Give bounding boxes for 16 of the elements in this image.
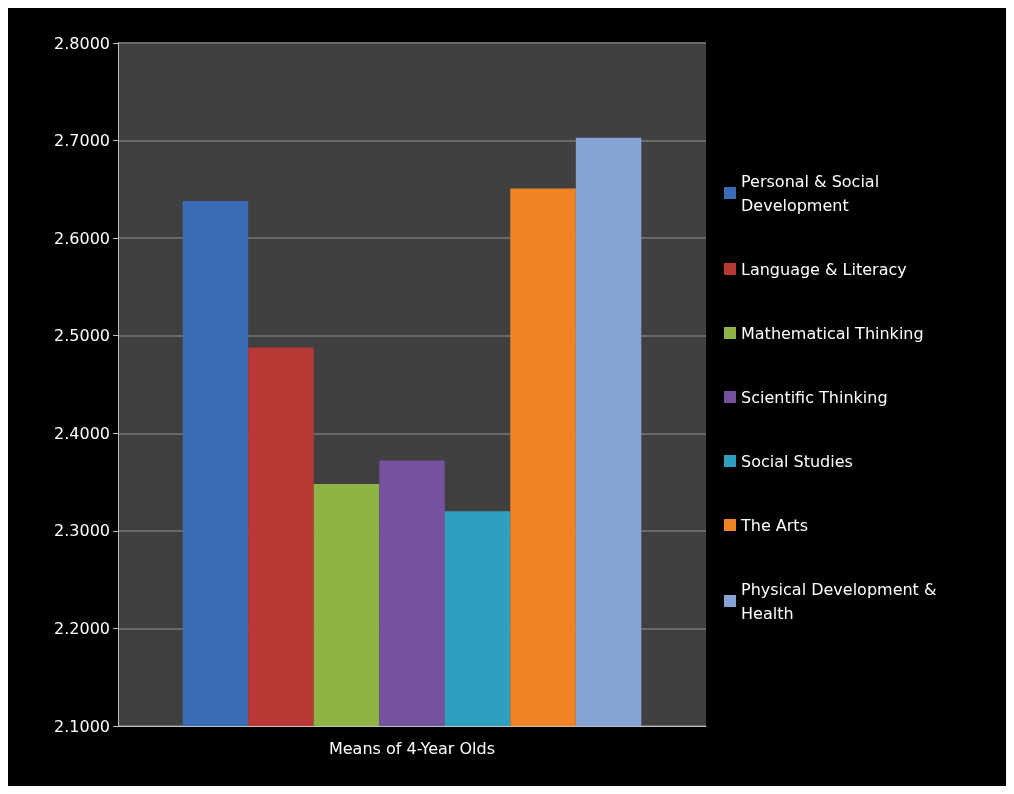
y-tick-label: 2.4000 <box>54 423 110 443</box>
legend-label: Scientific Thinking <box>741 387 888 407</box>
y-tick-label: 2.3000 <box>54 521 110 541</box>
legend-label: Physical Development & Health <box>741 579 942 623</box>
y-tick-label: 2.6000 <box>54 228 110 248</box>
legend-label: Social Studies <box>741 451 853 471</box>
legend-label: Personal & Social Development <box>741 171 885 215</box>
y-tick-label: 2.2000 <box>54 618 110 638</box>
x-tick-label: Means of 4-Year Olds <box>328 738 496 758</box>
y-tick-label: 2.1000 <box>54 716 110 736</box>
legend-label: Language & Literacy <box>741 259 907 279</box>
legend-label: The Arts <box>740 515 808 535</box>
legend-label: Mathematical Thinking <box>741 323 924 343</box>
y-tick-label: 2.7000 <box>54 131 110 151</box>
y-tick-label: 2.5000 <box>54 326 110 346</box>
y-tick-label: 2.8000 <box>54 33 110 53</box>
